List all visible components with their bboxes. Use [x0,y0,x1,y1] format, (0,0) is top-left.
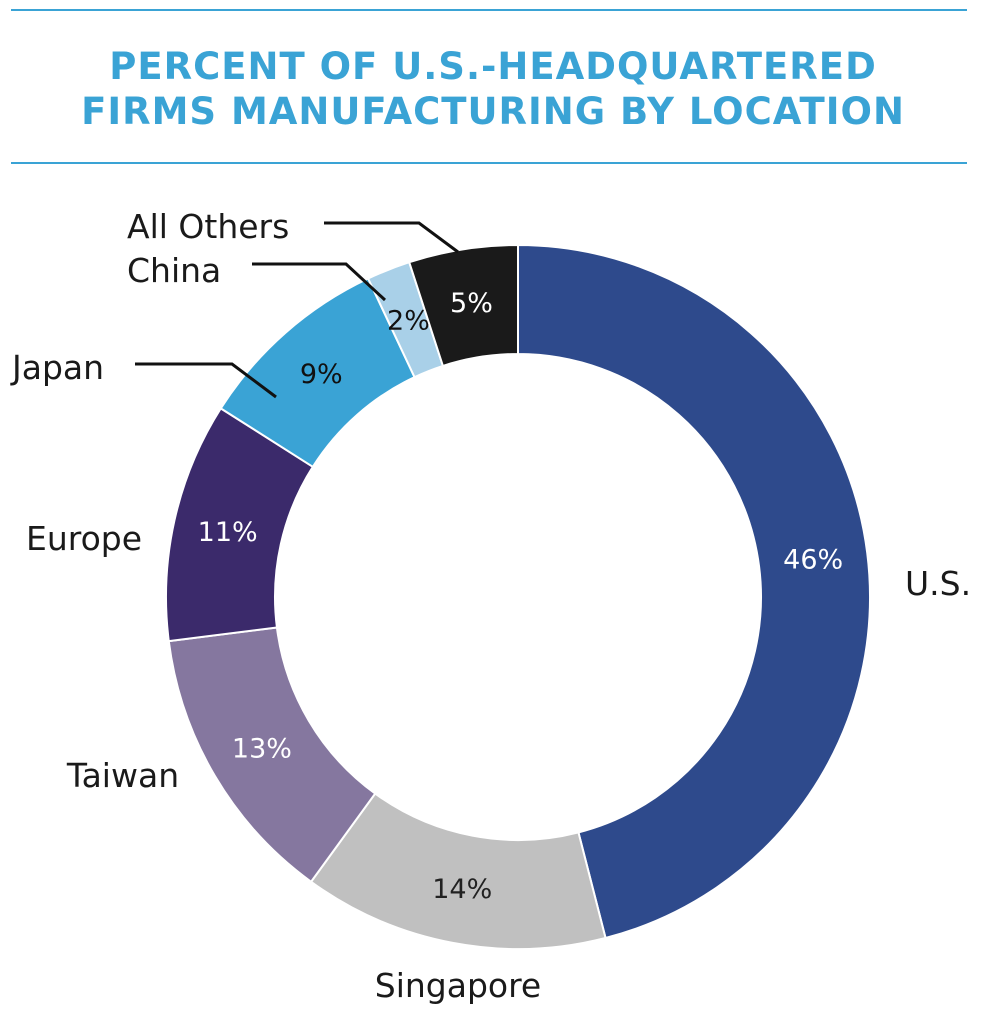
percent-label-singapore: 14% [432,874,492,905]
category-label-japan: Japan [10,348,104,387]
percent-label-u-s: 46% [783,545,843,576]
chart-title-line-2: FIRMS MANUFACTURING BY LOCATION [81,90,905,133]
category-label-u-s: U.S. [905,564,971,603]
percent-label-china: 2% [387,305,430,336]
category-label-china: China [127,251,221,290]
chart-title-line-1: PERCENT OF U.S.-HEADQUARTERED [109,45,877,88]
slice-u-s [517,243,871,940]
leader-line-all-others [324,221,459,254]
category-label-taiwan: Taiwan [66,756,179,795]
slice-all-others [407,243,519,368]
title-divider [11,162,967,164]
percent-label-japan: 9% [300,359,343,390]
percent-label-all-others: 5% [450,288,493,319]
category-label-singapore: Singapore [375,966,541,1005]
leader-line-china [252,262,387,302]
leader-line-japan [135,362,277,399]
category-label-europe: Europe [26,519,142,558]
percent-label-europe: 11% [198,517,258,548]
percent-label-taiwan: 13% [232,733,292,764]
top-divider [11,9,967,11]
category-label-all-others: All Others [127,207,289,246]
